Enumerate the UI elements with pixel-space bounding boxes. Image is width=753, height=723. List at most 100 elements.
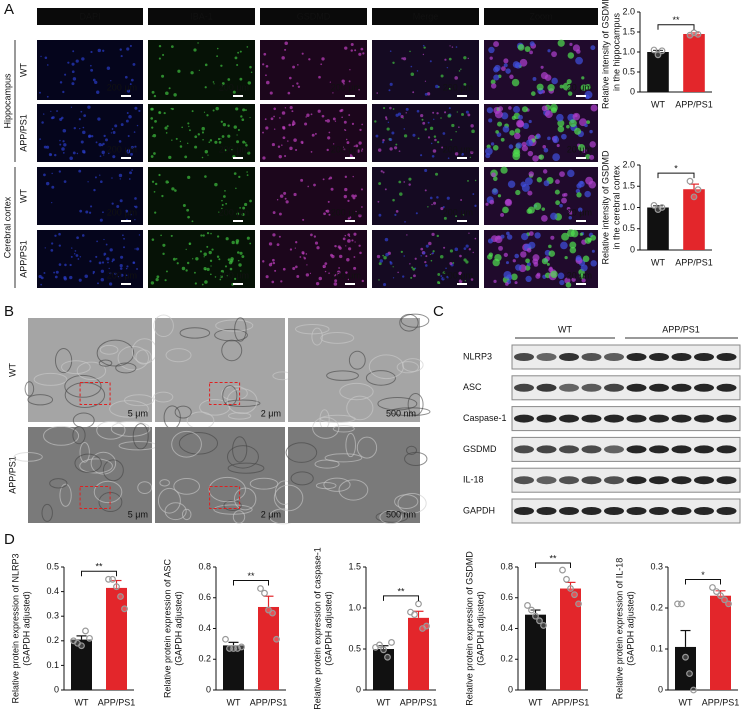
cell-signal [528, 119, 532, 124]
cell-signal [566, 78, 572, 85]
cell-signal [427, 121, 430, 124]
cell-signal [247, 151, 251, 155]
cell-signal [435, 84, 439, 89]
cell-signal [451, 46, 454, 48]
cell-signal [73, 126, 76, 130]
cell-signal [162, 53, 165, 56]
cell-signal [509, 74, 514, 79]
em-texture [213, 504, 253, 515]
cell-signal [114, 272, 117, 275]
cell-signal [426, 92, 431, 96]
cell-signal [103, 238, 105, 241]
cell-signal [239, 50, 242, 53]
cell-signal [519, 58, 528, 67]
cell-signal [282, 267, 286, 271]
cell-signal [326, 119, 330, 123]
cell-signal [120, 55, 123, 58]
cell-signal [569, 42, 573, 46]
cell-signal [163, 112, 166, 115]
cell-signal [541, 215, 548, 222]
cell-signal [378, 279, 380, 281]
em-texture [227, 462, 265, 474]
cell-signal [58, 170, 61, 173]
cell-signal [153, 190, 156, 193]
cell-signal [521, 232, 529, 241]
cell-signal [134, 197, 137, 200]
cell-signal [513, 132, 521, 140]
em-texture [285, 442, 318, 463]
cell-signal [395, 143, 398, 146]
blot-band [559, 353, 579, 361]
cell-signal [95, 141, 98, 144]
cell-signal [382, 171, 385, 174]
cell-signal [90, 64, 92, 67]
panel-label: D [4, 531, 15, 548]
cell-signal [538, 154, 545, 160]
cell-signal [247, 81, 252, 85]
cell-signal [354, 241, 356, 243]
cell-signal [511, 273, 518, 281]
cell-signal [387, 121, 390, 124]
cell-signal [416, 109, 420, 113]
cell-signal [567, 52, 575, 59]
data-point [113, 583, 120, 591]
cell-signal [584, 190, 591, 198]
data-point [380, 646, 387, 654]
cell-signal [272, 233, 276, 237]
cell-signal [353, 256, 356, 258]
cell-signal [572, 112, 581, 121]
em-texture [356, 436, 378, 459]
cell-signal [119, 178, 121, 180]
cell-signal [559, 84, 564, 89]
scale-bar-label: 200 μm [443, 207, 473, 217]
cell-signal [536, 177, 543, 183]
cell-signal [289, 106, 293, 110]
significance-label: ** [549, 553, 557, 563]
cell-signal [469, 156, 472, 159]
cell-signal [403, 181, 406, 183]
cell-signal [500, 66, 506, 72]
cell-signal [62, 140, 65, 143]
em-texture [323, 477, 351, 492]
cell-signal [81, 57, 85, 61]
cell-signal [211, 248, 214, 251]
cell-signal [272, 258, 275, 262]
cell-signal [358, 244, 361, 247]
significance-label: * [701, 570, 705, 580]
cell-signal [547, 49, 551, 53]
cell-signal [389, 82, 393, 86]
blot-band [559, 383, 579, 392]
cell-signal [43, 113, 45, 115]
cell-signal [541, 207, 546, 211]
cell-signal [58, 263, 62, 266]
cell-signal [455, 215, 458, 218]
blot-band [694, 445, 714, 454]
cell-signal [405, 107, 409, 111]
cell-signal [431, 252, 434, 255]
cell-signal [329, 81, 331, 83]
em-texture [345, 432, 356, 458]
micrograph [37, 104, 143, 162]
cell-signal [385, 117, 388, 121]
data-point [536, 617, 543, 625]
cell-signal [111, 260, 114, 263]
data-point [261, 589, 268, 597]
cell-signal [507, 180, 516, 188]
data-point [717, 592, 724, 600]
cell-signal [517, 114, 523, 120]
x-tick-label: APP/PS1 [675, 257, 713, 267]
cell-signal [382, 254, 384, 257]
cell-signal [424, 189, 427, 192]
em-texture [43, 425, 80, 446]
cell-signal [532, 77, 537, 81]
cell-signal [498, 245, 503, 251]
data-point [682, 653, 689, 661]
cell-signal [227, 258, 231, 261]
cell-signal [216, 255, 220, 258]
cell-signal [224, 265, 228, 268]
cell-signal [474, 179, 477, 182]
cell-signal [158, 111, 160, 113]
cell-signal [273, 115, 275, 118]
cell-signal [542, 144, 547, 149]
